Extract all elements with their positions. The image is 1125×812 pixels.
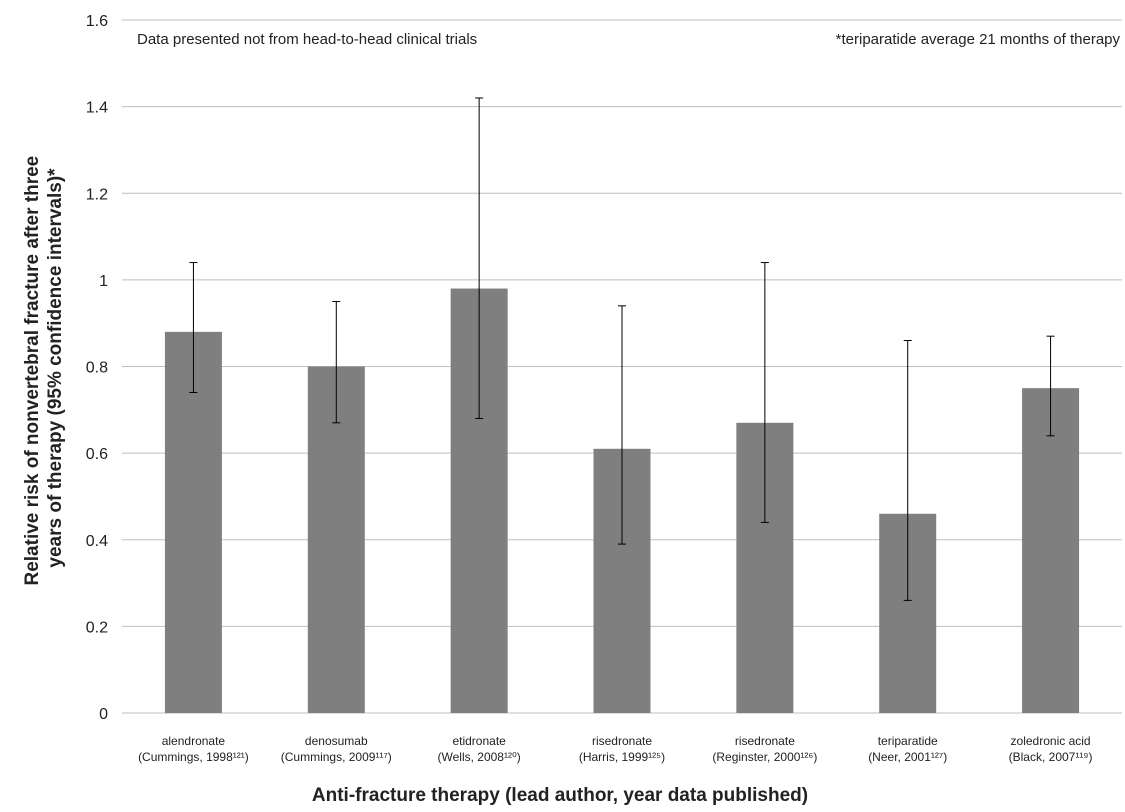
- x-category-label-line: (Neer, 2001¹²⁷): [868, 750, 947, 764]
- bar: [1022, 388, 1080, 713]
- y-tick-label: 0.6: [86, 446, 108, 463]
- y-tick-label: 1.2: [86, 186, 108, 203]
- x-category-label: denosumab (Cummings, 2009¹¹⁷): [281, 734, 392, 764]
- x-category-label-line: (Black, 2007¹¹⁹): [1009, 750, 1093, 764]
- y-axis-title-line-2: years of therapy (95% confidence interva…: [45, 168, 66, 568]
- bar: [307, 366, 365, 713]
- annotation-teriparatide: *teriparatide average 21 months of thera…: [836, 31, 1121, 48]
- y-axis-title: Relative risk of nonvertebral fracture a…: [22, 150, 66, 585]
- y-tick-label: 1: [99, 273, 108, 290]
- x-category-label-line: alendronate: [162, 734, 226, 748]
- x-category-label-line: (Cummings, 1998¹²¹): [138, 750, 249, 764]
- x-category-label-line: (Wells, 2008¹²⁰): [438, 750, 521, 764]
- x-category-label-line: risedronate: [735, 734, 795, 748]
- x-category-label-line: teriparatide: [878, 734, 938, 748]
- error-bars: [189, 97, 1055, 601]
- x-axis-category-labels: alendronate (Cummings, 1998¹²¹) denosumab (…: [138, 734, 1092, 764]
- x-category-label-line: (Harris, 1999¹²⁵): [579, 750, 665, 764]
- y-tick-label: 0: [99, 706, 108, 723]
- x-category-label-line: (Reginster, 2000¹²⁶): [712, 750, 817, 764]
- y-tick-label: 0.8: [86, 360, 108, 377]
- x-category-label: teriparatide (Neer, 2001¹²⁷): [868, 734, 947, 764]
- y-tick-label: 0.4: [86, 533, 108, 550]
- x-category-label-line: zoledronic acid: [1011, 734, 1091, 748]
- x-category-label: etidronate (Wells, 2008¹²⁰): [438, 734, 521, 764]
- annotation-head-to-head: Data presented not from head-to-head cli…: [137, 31, 477, 48]
- y-tick-label: 1.4: [86, 100, 108, 117]
- x-category-label: risedronate (Harris, 1999¹²⁵): [579, 734, 665, 764]
- x-category-label-line: etidronate: [452, 734, 506, 748]
- y-axis-tick-labels: 0 0.2 0.4 0.6 0.8 1 1.2 1.4 1.6: [86, 13, 108, 723]
- bars: [164, 288, 1080, 713]
- y-tick-label: 1.6: [86, 13, 108, 30]
- y-axis-title-line-1: Relative risk of nonvertebral fracture a…: [22, 156, 43, 586]
- x-category-label-line: (Cummings, 2009¹¹⁷): [281, 750, 392, 764]
- x-category-label: risedronate (Reginster, 2000¹²⁶): [712, 734, 817, 764]
- x-category-label-line: risedronate: [592, 734, 652, 748]
- x-category-label: zoledronic acid (Black, 2007¹¹⁹): [1009, 734, 1093, 764]
- x-category-label-line: denosumab: [305, 734, 368, 748]
- x-axis-title: Anti-fracture therapy (lead author, year…: [312, 785, 808, 806]
- bar: [164, 331, 222, 713]
- y-tick-label: 0.2: [86, 619, 108, 636]
- x-category-label: alendronate (Cummings, 1998¹²¹): [138, 734, 249, 764]
